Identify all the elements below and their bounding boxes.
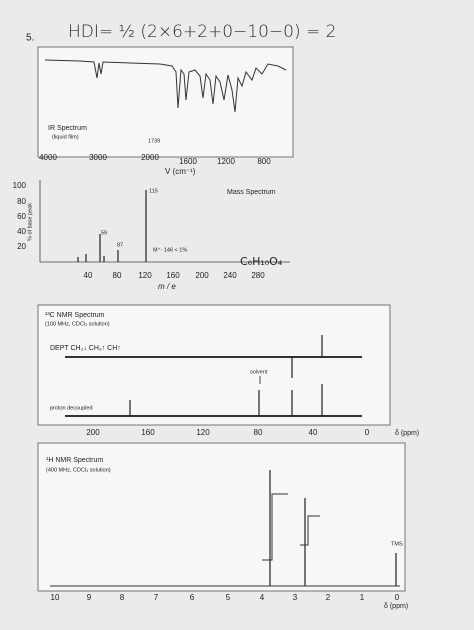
ms-peak-label: 115 (149, 188, 158, 194)
h1-integration (300, 515, 320, 546)
ir-tick-label: 800 (257, 157, 271, 166)
handwritten-note: HDI= ½ (2×6+2+0−10−0) = 2 (68, 22, 336, 42)
problem-number: 5. (26, 33, 34, 44)
h1-subtitle: (400 MHz, CDCl₃ solution) (46, 467, 111, 473)
ms-y-tick-label: 40 (17, 227, 26, 236)
ir-tick-label: 2000 (141, 153, 159, 162)
h1-tick-label: 2 (326, 593, 331, 602)
h1-integration (262, 493, 288, 561)
ir-tick-label: 4000 (39, 153, 57, 162)
ir-tick-label: 3000 (89, 153, 107, 162)
c13-tick-label: 0 (365, 428, 370, 437)
h1-frame (37, 442, 406, 592)
ms-y-tick-label: 80 (17, 197, 26, 206)
ms-x-tick-label: 120 (138, 271, 152, 280)
ir-trace (44, 59, 287, 113)
c13-tick-label: 40 (309, 428, 318, 437)
ms-x-tick-label: 200 (195, 271, 209, 280)
c13-frame (37, 304, 391, 426)
ir-peak-label: 1739 (148, 138, 160, 144)
ms-x-tick-label: 240 (223, 271, 237, 280)
h1-tick-label: 5 (226, 593, 231, 602)
ms-y-tick-label: 60 (17, 212, 26, 221)
ms-x-tick-label: 160 (166, 271, 180, 280)
ms-x-tick-label: 280 (251, 271, 265, 280)
ir-frame (37, 46, 294, 158)
ms-x-tick-label: 80 (113, 271, 122, 280)
c13-tick-label: 120 (196, 428, 210, 437)
h1-reference-label: TMS (391, 541, 403, 547)
ms-peak-label: 59 (101, 230, 107, 236)
h1-tick-label: 0 (395, 593, 400, 602)
h1-tick-label: 7 (154, 593, 159, 602)
c13-axis-label: δ (ppm) (395, 430, 419, 437)
h1-tick-label: 1 (360, 593, 365, 602)
c13-title: ¹³C NMR Spectrum (45, 312, 105, 319)
ir-subtitle: (liquid film) (52, 134, 79, 140)
c13-decoupled-label: proton decoupled (50, 405, 93, 411)
ir-title: IR Spectrum (48, 125, 87, 132)
c13-tick-label: 80 (254, 428, 263, 437)
ms-peaks (77, 190, 147, 262)
c13-tick-label: 160 (141, 428, 155, 437)
ms-title: Mass Spectrum (227, 189, 276, 196)
c13-tick-label: 200 (86, 428, 100, 437)
h1-tick-label: 6 (190, 593, 195, 602)
h1-tick-label: 8 (120, 593, 125, 602)
ms-peak-label: 87 (117, 242, 123, 248)
ms-x-tick-label: 40 (84, 271, 93, 280)
ms-molecular-ion: M⁺· 146 < 1% (153, 246, 187, 253)
c13-dept-label: DEPT CH₂↓ CH₃↑ CH↑ (50, 345, 121, 352)
h1-tick-label: 9 (87, 593, 92, 602)
ms-formula: C₆H₁₀O₄ (240, 255, 283, 268)
h1-tick-label: 10 (51, 593, 60, 602)
h1-axis-label: δ (ppm) (384, 603, 408, 610)
h1-tick-label: 4 (260, 593, 265, 602)
ir-axis-label: V (cm⁻¹) (165, 167, 196, 176)
h1-tick-label: 3 (293, 593, 298, 602)
ir-tick-label: 1200 (217, 157, 235, 166)
ms-x-axis-label: m / e (158, 282, 176, 291)
c13-subtitle: (100 MHz, CDCl₃ solution) (45, 321, 110, 327)
h1-title: ¹H NMR Spectrum (46, 457, 103, 464)
ir-tick-label: 1600 (179, 157, 197, 166)
ms-y-tick-label: 20 (17, 242, 26, 251)
c13-solvent-label: solvent (250, 369, 268, 375)
ms-y-axis-label: % of base peak (27, 203, 33, 241)
ms-y-tick-label: 100 (13, 181, 27, 190)
